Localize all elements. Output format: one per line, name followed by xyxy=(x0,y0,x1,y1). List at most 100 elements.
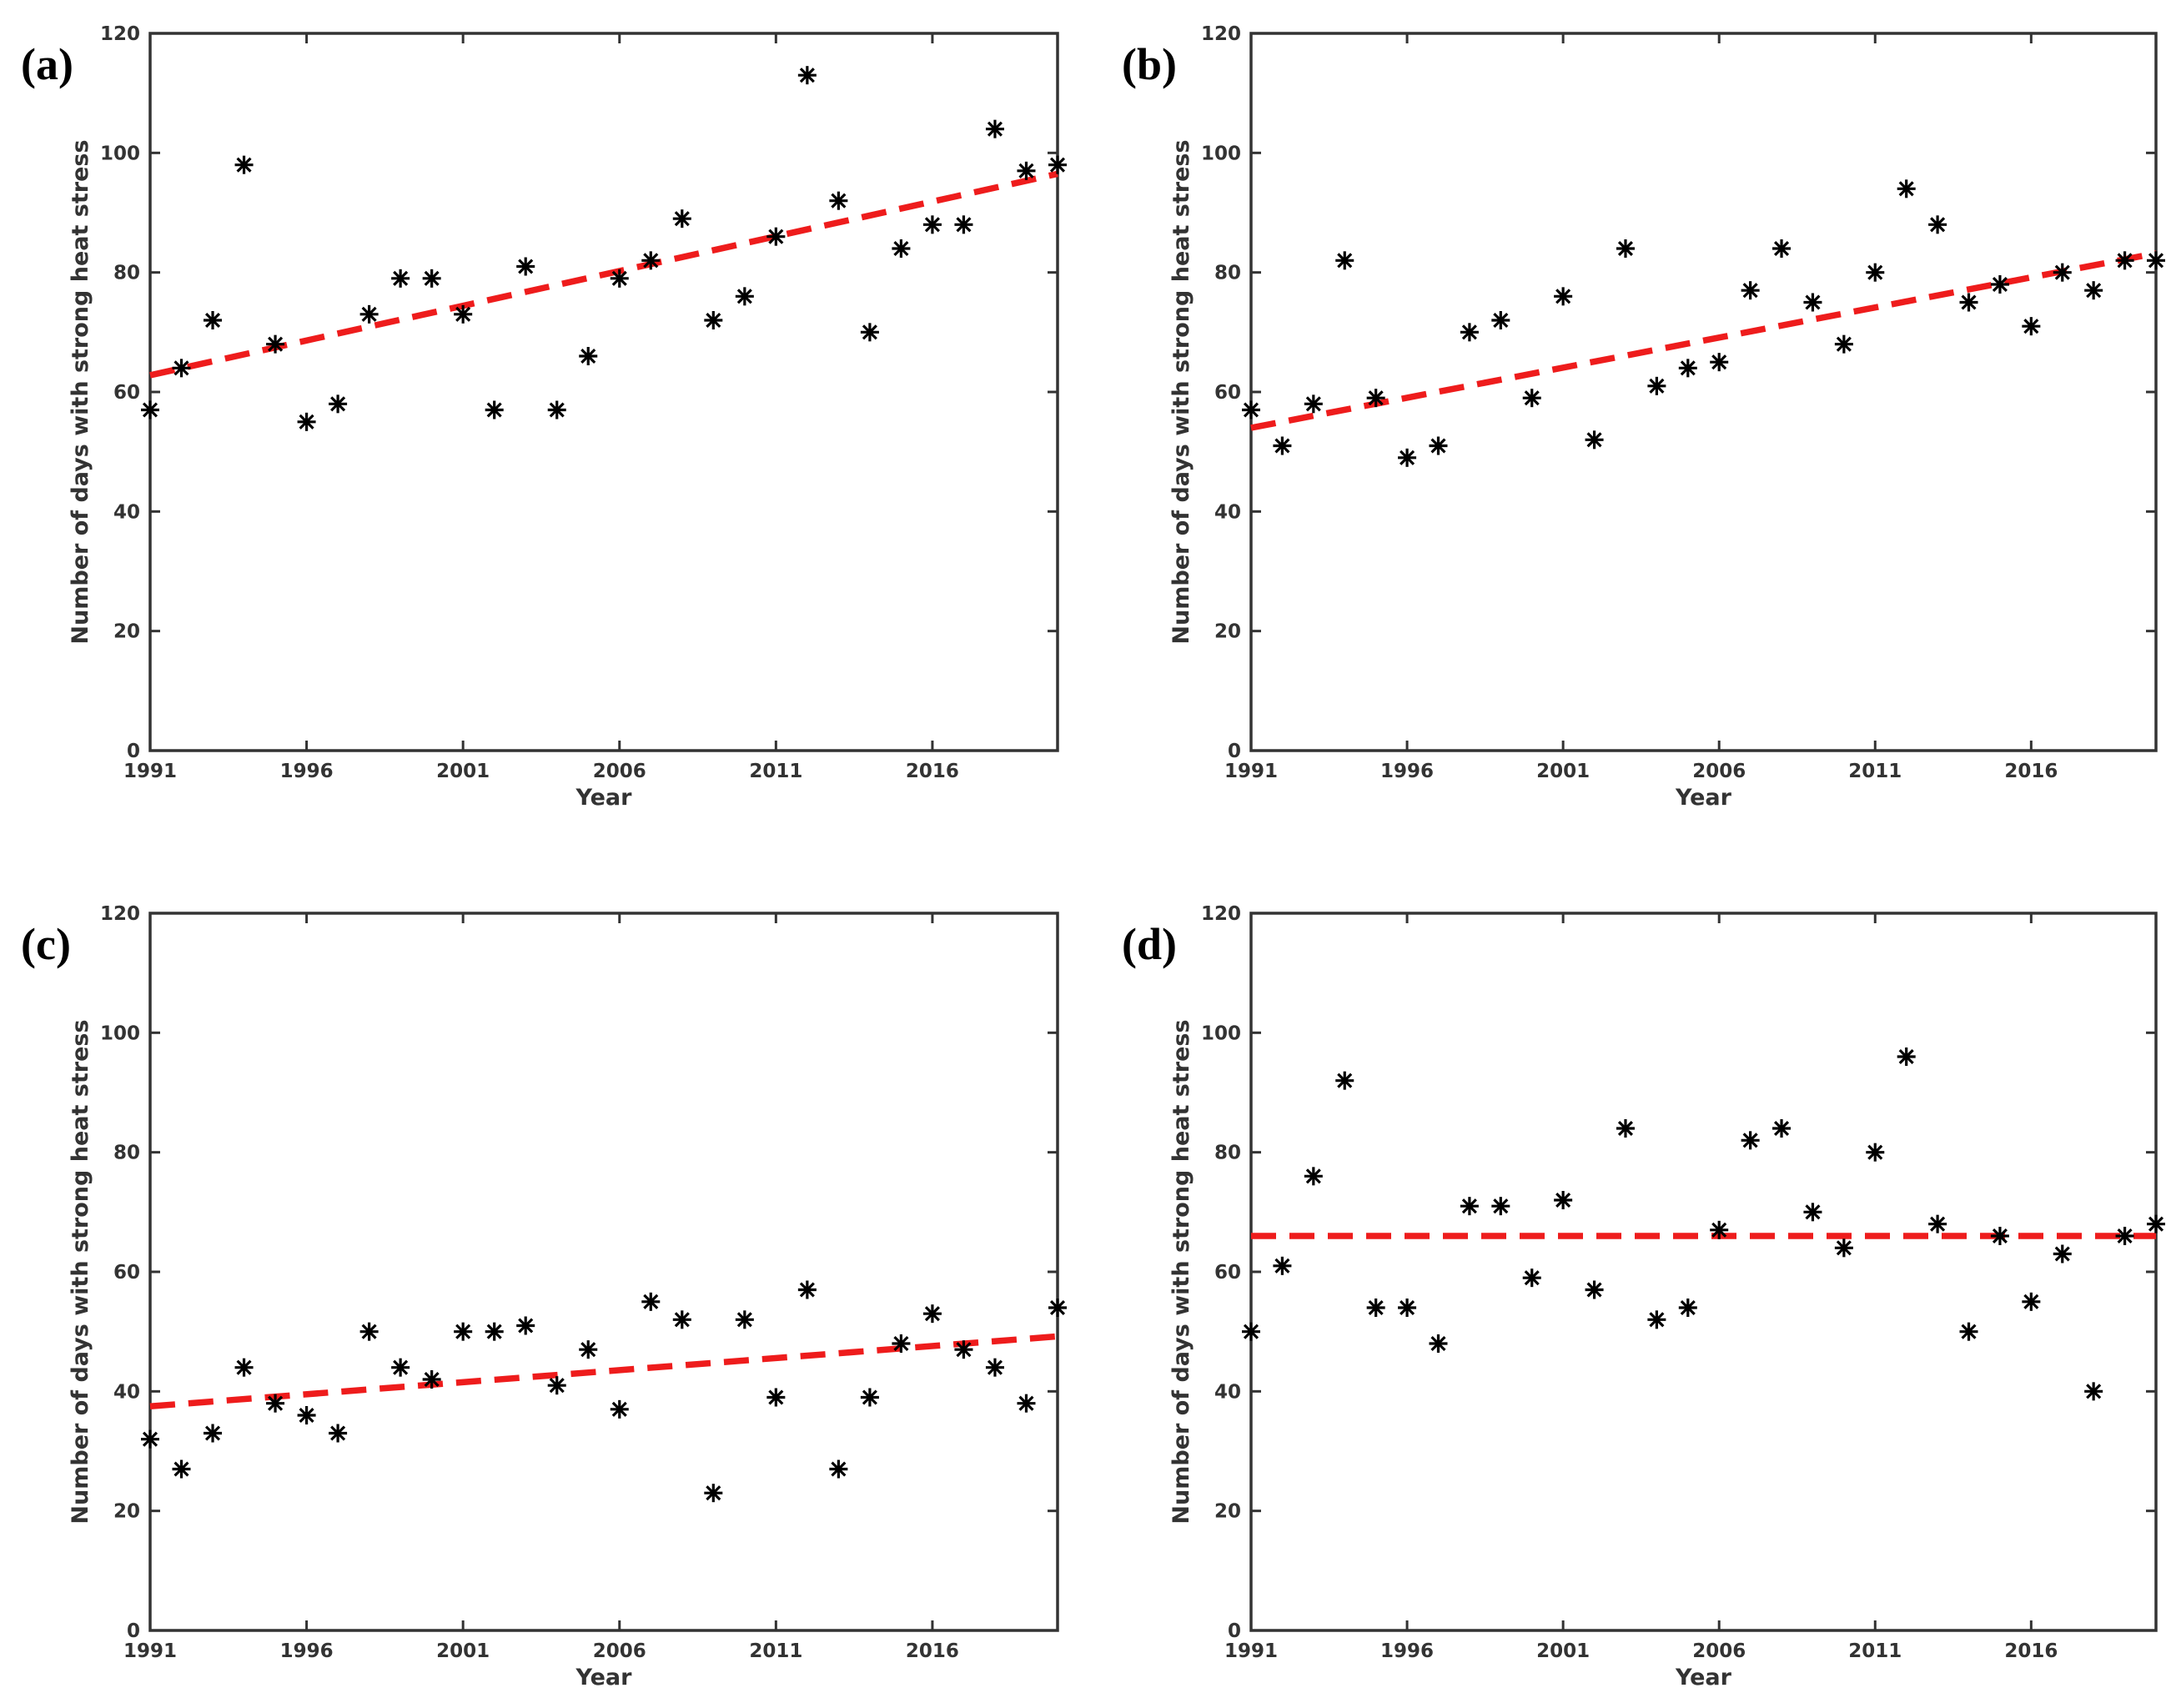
x-tick-label-c: 1996 xyxy=(280,1640,334,1662)
x-axis-title-a: Year xyxy=(575,785,633,811)
data-point-d xyxy=(1366,1299,1385,1317)
x-tick-label-a: 1996 xyxy=(280,761,334,782)
x-tick-label-c: 2016 xyxy=(906,1640,959,1662)
data-point-a xyxy=(266,334,285,354)
data-point-a xyxy=(797,66,817,85)
y-tick-label-b: 80 xyxy=(1214,263,1241,284)
data-point-c xyxy=(1048,1299,1067,1317)
data-point-b xyxy=(1366,389,1385,408)
data-point-b xyxy=(1491,311,1510,329)
x-tick-label-d: 1991 xyxy=(1224,1640,1278,1662)
y-tick-label-c: 80 xyxy=(113,1143,140,1164)
data-point-b xyxy=(2147,251,2165,270)
data-point-a xyxy=(297,412,316,431)
y-tick-label-d: 80 xyxy=(1214,1143,1241,1164)
data-point-d xyxy=(2084,1382,2103,1401)
data-point-c xyxy=(329,1424,348,1443)
data-point-a xyxy=(234,155,254,174)
data-point-a xyxy=(1048,155,1067,174)
data-point-c xyxy=(141,1429,159,1449)
plot-frame-c xyxy=(148,912,1059,1632)
panel-a: 0 20 40 60 80 100 120 1991 1996 2001 2006 2011 2016 Y… xyxy=(21,23,1067,811)
y-tick-label-c: 100 xyxy=(100,1022,140,1044)
data-point-b xyxy=(1585,430,1604,450)
y-tick-label-b: 100 xyxy=(1201,143,1241,164)
data-point-d xyxy=(1928,1214,1947,1233)
panel-label-d: (d) xyxy=(1122,919,1177,969)
x-tick-label-d: 2006 xyxy=(1692,1640,1746,1662)
plot-frame-a xyxy=(148,32,1059,752)
data-point-d xyxy=(1959,1322,1978,1341)
data-point-b xyxy=(2053,263,2072,282)
data-point-d xyxy=(1772,1119,1792,1138)
data-point-c xyxy=(485,1322,504,1341)
data-point-d xyxy=(1429,1334,1448,1353)
data-point-c xyxy=(1017,1394,1036,1413)
data-point-c xyxy=(610,1399,629,1419)
x-tick-label-c: 2006 xyxy=(593,1640,646,1662)
data-point-a xyxy=(547,400,566,419)
data-point-d xyxy=(1273,1256,1292,1275)
data-point-c xyxy=(672,1310,691,1329)
data-point-a xyxy=(922,215,942,234)
data-point-a xyxy=(172,359,191,378)
y-tick-label-b: 120 xyxy=(1201,23,1241,45)
data-point-c xyxy=(172,1459,191,1479)
y-tick-label-d: 20 xyxy=(1214,1501,1241,1523)
x-tick-label-a: 2001 xyxy=(436,761,490,782)
data-point-d xyxy=(1554,1191,1573,1209)
y-tick-label-d: 100 xyxy=(1201,1022,1241,1044)
data-point-a xyxy=(829,191,848,210)
panel-d: 0 20 40 60 80 100 120 1991 1996 2001 2006 2011 2016 Y… xyxy=(1122,903,2165,1690)
data-point-c xyxy=(735,1310,754,1329)
x-tick-label-b: 1991 xyxy=(1224,761,1278,782)
data-point-a xyxy=(954,215,973,234)
data-point-b xyxy=(2084,281,2103,300)
y-tick-label-c: 0 xyxy=(127,1620,140,1642)
x-tick-label-b: 2001 xyxy=(1536,761,1590,782)
y-tick-label-d: 120 xyxy=(1201,903,1241,925)
data-point-c xyxy=(766,1388,786,1407)
data-point-d xyxy=(1335,1071,1354,1090)
data-point-d xyxy=(1866,1143,1885,1162)
trend-line-b xyxy=(1250,250,2157,431)
data-point-d xyxy=(2053,1244,2072,1263)
y-tick-label-a: 0 xyxy=(127,741,140,762)
data-point-d xyxy=(1242,1322,1260,1341)
data-point-a xyxy=(766,227,786,246)
data-point-a xyxy=(641,251,661,270)
y-tick-label-d: 60 xyxy=(1214,1262,1241,1284)
data-point-a xyxy=(1017,161,1036,180)
data-point-a xyxy=(141,400,159,419)
x-tick-label-d: 2001 xyxy=(1536,1640,1590,1662)
data-point-c xyxy=(422,1370,441,1389)
plot-frame-d xyxy=(1249,912,2158,1632)
data-point-c xyxy=(234,1358,254,1377)
x-tick-label-d: 1996 xyxy=(1380,1640,1434,1662)
x-tick-label-a: 1991 xyxy=(123,761,177,782)
data-point-a xyxy=(672,209,691,229)
data-point-d xyxy=(1834,1238,1853,1258)
panel-c: 0 20 40 60 80 100 120 1991 1996 2001 2006 2011 2016 Y… xyxy=(21,903,1067,1690)
data-point-d xyxy=(1678,1299,1697,1317)
panel-label-c: (c) xyxy=(21,919,71,969)
y-tick-label-b: 60 xyxy=(1214,382,1241,404)
data-point-c xyxy=(579,1340,598,1359)
data-point-d xyxy=(1803,1203,1822,1222)
data-point-a xyxy=(610,269,629,288)
data-point-d xyxy=(1990,1227,2009,1245)
data-point-c xyxy=(454,1322,473,1341)
data-point-a xyxy=(485,400,504,419)
y-tick-label-a: 60 xyxy=(113,382,140,404)
data-point-a xyxy=(985,119,1004,138)
x-tick-label-c: 1991 xyxy=(123,1640,177,1662)
data-point-b xyxy=(1616,239,1635,258)
x-tick-label-b: 2011 xyxy=(1848,761,1902,782)
panel-label-a: (a) xyxy=(21,39,73,89)
data-point-c xyxy=(641,1292,661,1311)
data-point-d xyxy=(2115,1227,2134,1245)
y-tick-label-a: 120 xyxy=(100,23,140,45)
data-point-a xyxy=(516,257,535,276)
y-tick-label-c: 120 xyxy=(100,903,140,925)
